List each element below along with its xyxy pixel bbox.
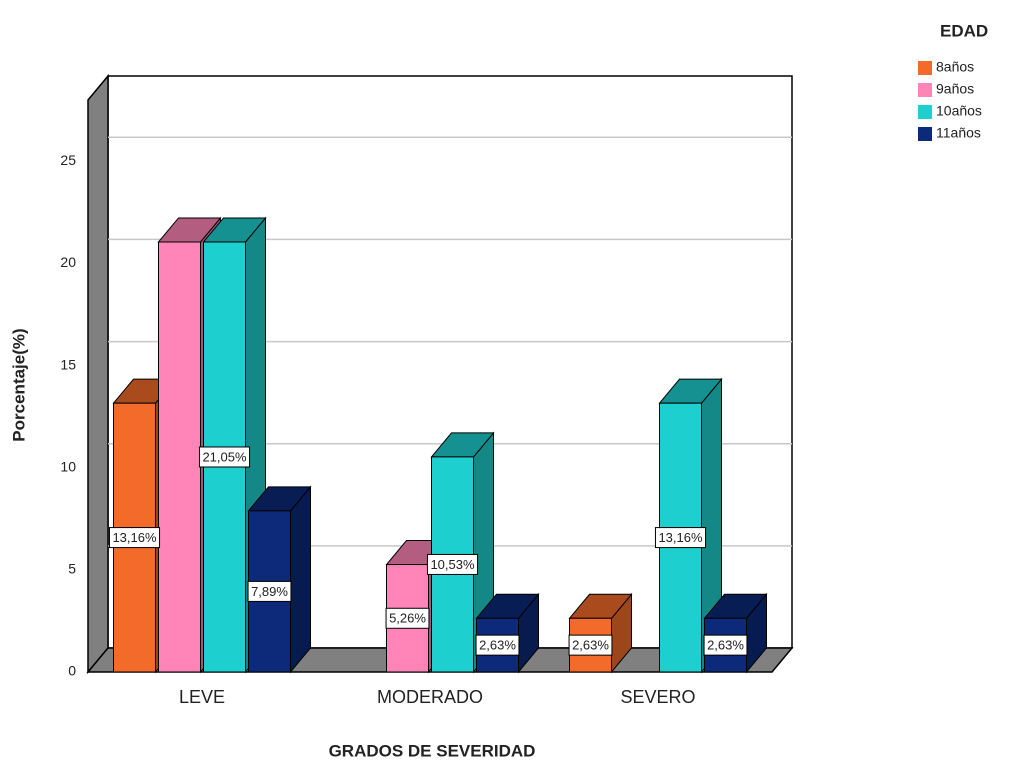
data-label-box (108, 527, 161, 549)
legend-swatch (918, 61, 932, 75)
data-label: 13,16% (112, 530, 157, 545)
y-tick-label: 5 (68, 561, 76, 577)
legend-swatch (918, 83, 932, 97)
bar (247, 485, 312, 674)
left-wall (87, 73, 109, 675)
data-label: 2,63% (572, 638, 609, 653)
legend-label: 9años (936, 81, 974, 97)
data-label-box (703, 634, 748, 656)
data-label: 5,26% (389, 611, 426, 626)
data-label-box (475, 634, 520, 656)
data-label: 13,16% (658, 530, 703, 545)
data-label: 2,63% (479, 638, 516, 653)
y-tick-label: 0 (68, 663, 76, 679)
data-label-box (426, 553, 479, 575)
bar-front (158, 241, 201, 673)
y-axis-title: Porcentaje(%) (9, 328, 28, 441)
legend-label: 8años (936, 59, 974, 75)
legend-label: 10años (936, 103, 982, 119)
bar-side (290, 485, 311, 674)
x-tick-label: MODERADO (377, 687, 483, 707)
y-tick-label: 10 (60, 458, 76, 474)
data-label-box (568, 634, 613, 656)
y-tick-label: 15 (60, 356, 76, 372)
legend-swatch (918, 127, 932, 141)
data-label-box (654, 527, 707, 549)
x-axis-title: GRADOS DE SEVERIDAD (329, 741, 536, 760)
data-label-box (385, 607, 430, 629)
data-label-box (247, 580, 292, 602)
y-tick-label: 25 (60, 152, 76, 168)
legend-title: EDAD (940, 21, 988, 40)
data-label-box (198, 446, 251, 468)
y-tick-label: 20 (60, 254, 76, 270)
data-label: 7,89% (251, 584, 288, 599)
data-label: 2,63% (707, 638, 744, 653)
x-tick-label: LEVE (179, 687, 225, 707)
legend-swatch (918, 105, 932, 119)
data-label: 10,53% (430, 557, 475, 572)
legend-label: 11años (936, 125, 981, 141)
x-tick-label: SEVERO (620, 687, 695, 707)
data-label: 21,05% (202, 449, 247, 464)
